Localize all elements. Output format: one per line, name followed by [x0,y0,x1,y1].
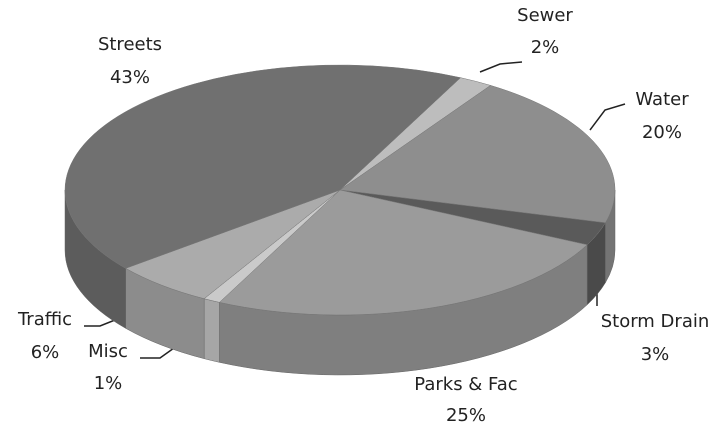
slice-label: Streets [98,34,162,55]
slice [339,85,616,224]
slice-label: Storm Drain [601,311,710,332]
slice-label: Parks & Fac [414,374,517,395]
value-label: 20% [642,122,682,143]
slice-label: Misc [88,341,128,362]
leader-line [589,103,626,131]
value-label: 1% [94,373,123,394]
slice [218,189,588,316]
value-label: 6% [31,342,60,363]
leader-line [479,61,523,73]
slice-side [203,298,220,363]
value-label: 2% [531,37,560,58]
slice-label: Sewer [517,5,573,26]
slice-label: Water [635,89,689,110]
value-label: 25% [446,405,486,426]
value-label: 43% [110,67,150,88]
slice [64,64,462,269]
value-label: 3% [641,344,670,365]
leader-line [140,347,175,359]
slice-label: Traffic [17,309,72,330]
